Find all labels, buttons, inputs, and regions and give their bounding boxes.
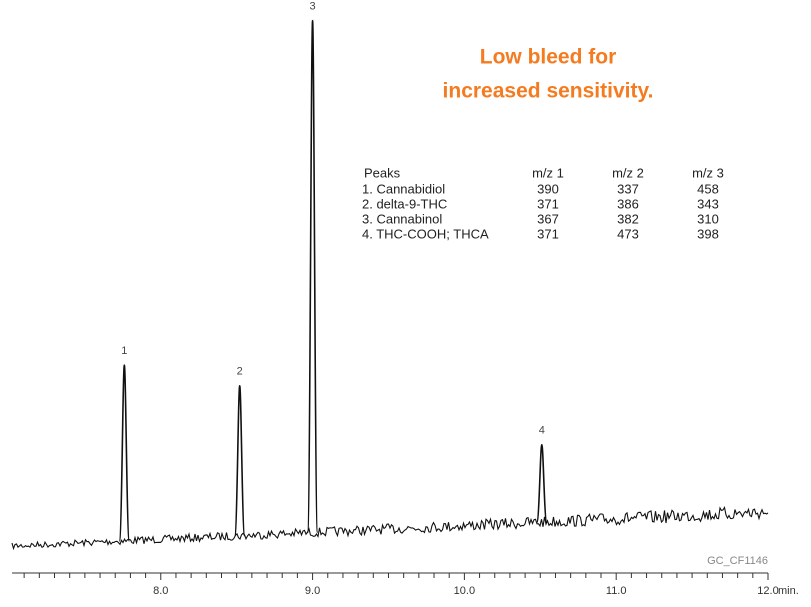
table-cell: 458: [697, 181, 719, 196]
peak: [118, 364, 131, 542]
table-cell: 3. Cannabinol: [362, 211, 442, 226]
peak-label: 1: [121, 345, 127, 357]
table-cell: 371: [537, 196, 559, 211]
table-cell: 473: [617, 226, 639, 241]
peak: [536, 443, 548, 523]
figure-code: GC_CF1146: [707, 555, 768, 567]
table-cell: 382: [617, 211, 639, 226]
table-cell: 371: [537, 226, 559, 241]
table-cell: 4. THC-COOH; THCA: [362, 226, 489, 241]
x-tick-label: 9.0: [305, 585, 320, 597]
table-cell: 367: [537, 211, 559, 226]
x-tick-label: 11.0: [606, 585, 627, 597]
table-cell: 310: [697, 211, 719, 226]
peak-label: 2: [237, 366, 243, 378]
table-header: m/z 3: [692, 165, 724, 180]
baseline-noise: [11, 506, 769, 551]
x-tick-label: 10.0: [454, 585, 475, 597]
peak-label: 4: [539, 425, 545, 437]
peak: [233, 385, 246, 537]
table-header: m/z 2: [612, 165, 644, 180]
table-cell: 398: [697, 226, 719, 241]
table-cell: 386: [617, 196, 639, 211]
table-cell: 337: [617, 181, 639, 196]
table-cell: 343: [697, 196, 719, 211]
x-axis-label: min.: [778, 585, 799, 597]
annotation: increased sensitivity.: [443, 80, 654, 103]
table-cell: 390: [537, 181, 559, 196]
peak-label: 3: [310, 1, 316, 13]
table-cell: 2. delta-9-THC: [362, 196, 447, 211]
table-header: Peaks: [364, 165, 401, 180]
annotation: Low bleed for: [480, 46, 617, 69]
x-tick-label: 8.0: [153, 585, 168, 597]
table-cell: 1. Cannabidiol: [362, 181, 445, 196]
table-header: m/z 1: [532, 165, 564, 180]
x-tick-label: 12.0: [757, 585, 778, 597]
peak: [306, 19, 319, 534]
